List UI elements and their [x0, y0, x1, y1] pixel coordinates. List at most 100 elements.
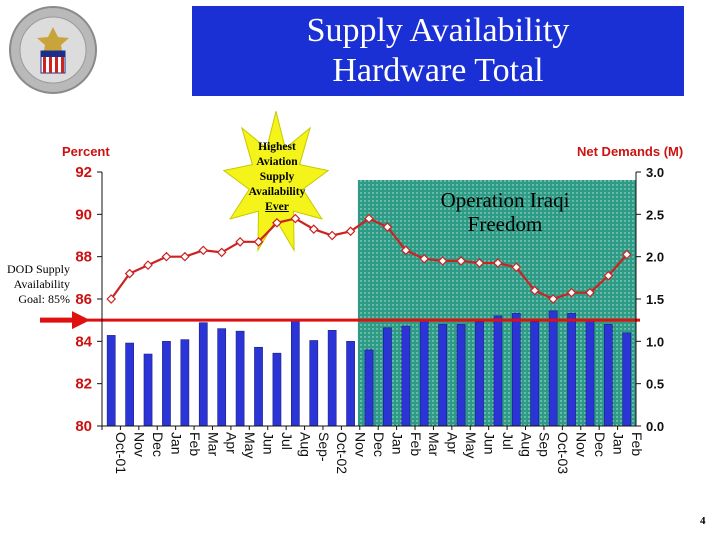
x-tick-label-19: May [463, 432, 479, 458]
x-tick-label-5: Mar [205, 432, 221, 456]
x-tick-label-23: Sep [537, 432, 553, 457]
x-tick-label-24: Oct-03 [555, 432, 571, 474]
x-tick-label-12: Oct-02 [334, 432, 350, 474]
x-tick-label-27: Jan [610, 432, 626, 455]
line-marker-6 [216, 247, 227, 258]
right-axis-title: Net Demands (M) [577, 144, 684, 159]
bar-13 [346, 341, 355, 427]
line-marker-12 [327, 230, 338, 241]
x-tick-label-2: Dec [150, 432, 166, 457]
line-marker-25 [566, 287, 577, 298]
bar-25 [567, 313, 576, 427]
bar-11 [309, 340, 319, 427]
bar-8 [254, 346, 263, 427]
line-marker-3 [161, 251, 172, 262]
x-tick-label-1: Nov [132, 432, 148, 457]
line-marker-0 [106, 294, 117, 304]
callout-line-3: Supply [259, 171, 295, 183]
bar-26 [585, 320, 595, 427]
line-marker-4 [180, 251, 190, 262]
goal-note-line-1: DOD Supply [6, 262, 70, 276]
bar-14 [364, 349, 374, 427]
bar-21 [493, 315, 503, 427]
right-tick-label-5: 2.5 [646, 207, 664, 222]
x-tick-label-21: Jul [500, 432, 516, 450]
x-tick-label-8: Jun [261, 432, 277, 455]
bar-19 [456, 324, 466, 427]
x-tick-label-9: Jul [279, 432, 295, 450]
line-marker-9 [272, 217, 282, 228]
left-tick-label-1: 82 [75, 376, 92, 393]
x-tick-label-11: Sep- [316, 432, 332, 462]
bar-3 [162, 341, 171, 427]
callout-line-1: Highest [258, 141, 296, 153]
line-marker-1 [124, 268, 135, 279]
x-tick-label-25: Nov [574, 432, 590, 457]
goal-note-line-3: Goal: 85% [18, 292, 70, 306]
bar-1 [125, 342, 134, 427]
dla-seal-logo [8, 5, 98, 95]
x-tick-label-16: Feb [408, 432, 424, 456]
x-tick-label-26: Dec [592, 432, 608, 457]
callout-text: Highest Aviation Supply Availability Eve… [232, 140, 322, 215]
left-tick-label-0: 80 [75, 418, 92, 435]
x-tick-label-28: Feb [629, 432, 645, 456]
bar-2 [143, 353, 153, 427]
left-tick-label-6: 92 [75, 164, 92, 181]
callout-line-4: Availability [248, 186, 306, 198]
right-tick-label-6: 3.0 [646, 165, 664, 180]
x-tick-label-10: Aug [297, 432, 313, 457]
slide-title-line-1: Supply Availability [306, 12, 570, 49]
line-marker-8 [253, 237, 264, 247]
bar-0 [106, 335, 116, 427]
x-tick-label-4: Feb [187, 432, 203, 456]
x-tick-label-0: Oct-01 [113, 432, 129, 474]
left-tick-label-4: 88 [75, 249, 92, 266]
slide-title-box: Supply Availability Hardware Total [192, 6, 684, 96]
left-tick-label-2: 84 [75, 333, 92, 350]
bar-4 [180, 339, 190, 427]
slide-title-line-2: Hardware Total [332, 52, 544, 89]
line-marker-21 [493, 258, 503, 268]
bar-24 [548, 310, 558, 427]
bar-18 [438, 324, 448, 427]
right-tick-label-0: 0.0 [646, 419, 664, 434]
line-marker-14 [364, 213, 374, 224]
bar-7 [235, 330, 245, 427]
line-marker-24 [548, 294, 558, 304]
bar-22 [511, 313, 521, 427]
page-number: 4 [700, 515, 706, 527]
line-marker-20 [474, 258, 485, 268]
x-tick-label-13: Nov [353, 432, 369, 457]
bar-10 [290, 319, 300, 427]
line-marker-26 [585, 287, 595, 298]
bar-17 [419, 319, 429, 427]
x-tick-label-7: May [242, 432, 258, 458]
right-tick-label-3: 1.5 [646, 292, 664, 307]
x-tick-label-18: Apr [445, 432, 461, 454]
line-marker-18 [437, 256, 448, 266]
line-marker-13 [345, 226, 356, 237]
line-marker-15 [382, 222, 393, 232]
callout-line-5: Ever [265, 201, 289, 213]
oif-label: Operation Iraqi Freedom [410, 188, 600, 236]
bar-12 [327, 330, 337, 427]
line-marker-17 [419, 253, 430, 264]
x-tick-label-14: Dec [371, 432, 387, 457]
bar-28 [622, 332, 632, 427]
bar-9 [272, 352, 282, 427]
bar-20 [475, 321, 484, 427]
right-tick-label-1: 0.5 [646, 377, 664, 392]
left-tick-label-5: 90 [75, 206, 92, 223]
bar-5 [198, 322, 208, 427]
left-tick-label-3: 86 [75, 291, 92, 308]
line-marker-2 [143, 260, 153, 270]
x-tick-label-6: Apr [224, 432, 240, 454]
line-marker-22 [511, 262, 522, 273]
line-marker-27 [603, 270, 614, 281]
line-marker-7 [235, 237, 245, 247]
x-tick-label-15: Jan [389, 432, 405, 455]
x-tick-label-20: Jun [482, 432, 498, 455]
bar-27 [604, 324, 613, 427]
